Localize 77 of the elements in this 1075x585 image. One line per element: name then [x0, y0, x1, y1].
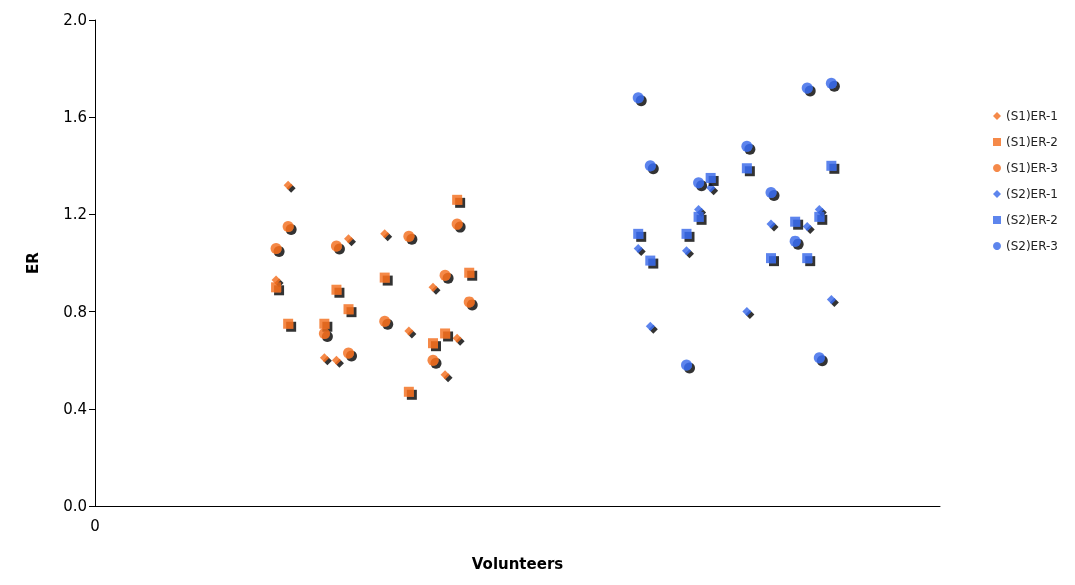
legend-label: (S2)ER-1	[1005, 187, 1058, 201]
point	[633, 228, 644, 239]
point	[766, 253, 776, 264]
point	[331, 355, 341, 365]
point	[645, 255, 656, 266]
point	[379, 272, 390, 283]
point	[331, 284, 342, 295]
point	[825, 77, 837, 89]
point	[813, 352, 825, 364]
point	[826, 160, 837, 171]
point	[682, 246, 691, 256]
point	[319, 318, 330, 329]
point	[802, 222, 812, 232]
y-tick-label: 0.8	[63, 302, 87, 321]
y-tick-label: 2.0	[63, 11, 87, 29]
legend-label: (S2)ER-2	[1005, 213, 1058, 227]
point	[789, 235, 801, 247]
point	[343, 347, 354, 359]
point	[814, 205, 824, 215]
point	[271, 282, 282, 293]
y-tick-label: 0.4	[63, 399, 87, 418]
point	[427, 354, 439, 366]
point	[463, 296, 475, 308]
point	[765, 187, 777, 199]
point	[693, 177, 705, 189]
point	[379, 315, 391, 327]
point	[742, 307, 752, 317]
point	[790, 216, 801, 227]
point	[451, 218, 463, 230]
point	[632, 92, 644, 104]
point	[681, 359, 692, 371]
y-tick-label: 0.0	[63, 497, 87, 515]
point	[464, 267, 475, 278]
point	[826, 294, 836, 304]
point	[741, 163, 752, 174]
point	[403, 230, 415, 242]
point	[693, 211, 704, 222]
x-tick-label: 0	[90, 516, 100, 535]
point	[428, 282, 438, 292]
point	[440, 370, 450, 380]
x-axis-title: Volunteers	[471, 554, 564, 573]
y-tick-label: 1.6	[63, 108, 87, 127]
point	[694, 205, 704, 215]
point	[706, 183, 716, 193]
point	[644, 160, 656, 172]
legend-label: (S1)ER-2	[1005, 135, 1058, 149]
point	[633, 243, 643, 253]
point	[741, 140, 753, 152]
legend-label: (S1)ER-3	[1005, 161, 1058, 175]
point	[403, 386, 414, 397]
point	[404, 326, 414, 336]
point	[344, 234, 353, 244]
point	[705, 172, 716, 183]
point	[330, 240, 342, 252]
point	[283, 180, 293, 190]
point	[802, 253, 813, 264]
point	[318, 327, 330, 339]
point	[283, 318, 294, 329]
point	[766, 219, 776, 229]
point	[814, 211, 825, 222]
point	[380, 229, 390, 239]
point	[270, 242, 282, 254]
point	[452, 194, 463, 205]
point	[440, 328, 451, 339]
point	[343, 304, 354, 315]
point	[645, 321, 655, 331]
point	[428, 338, 438, 349]
point	[681, 228, 692, 239]
legend-label: (S2)ER-3	[1005, 239, 1058, 253]
point	[439, 269, 451, 281]
point	[452, 333, 462, 343]
y-axis-title: ER	[23, 251, 42, 274]
legend-label: (S1)ER-1	[1005, 109, 1058, 123]
point	[319, 353, 329, 363]
y-tick-label: 1.2	[63, 205, 87, 224]
point	[282, 221, 294, 233]
point	[801, 82, 813, 94]
